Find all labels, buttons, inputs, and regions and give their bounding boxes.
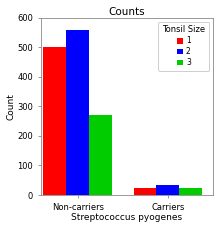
Bar	[89, 115, 112, 195]
Title: Counts: Counts	[109, 7, 145, 17]
Legend: 1, 2, 3: 1, 2, 3	[158, 22, 209, 71]
Bar	[156, 185, 180, 195]
X-axis label: Streptococcus pyogenes: Streptococcus pyogenes	[71, 213, 183, 222]
Bar	[134, 188, 156, 195]
Y-axis label: Count: Count	[7, 93, 16, 120]
Bar	[180, 188, 202, 195]
Bar	[43, 47, 66, 195]
Bar	[66, 30, 89, 195]
